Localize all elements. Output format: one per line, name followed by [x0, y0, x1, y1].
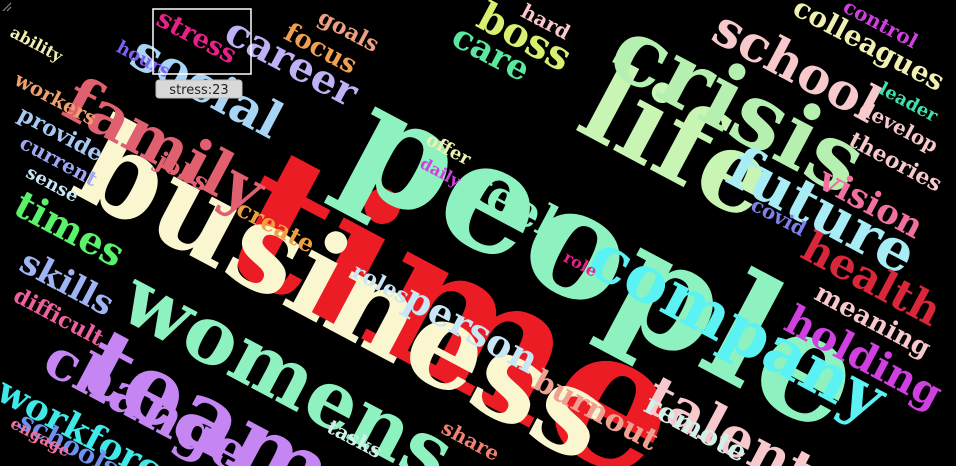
hover-highlight-box: [152, 8, 252, 75]
word-tooltip: stress:23: [155, 79, 243, 99]
word-ability[interactable]: ability: [7, 22, 66, 66]
tooltip-label: stress:23: [169, 83, 228, 98]
resize-grip-icon[interactable]: [0, 0, 12, 12]
